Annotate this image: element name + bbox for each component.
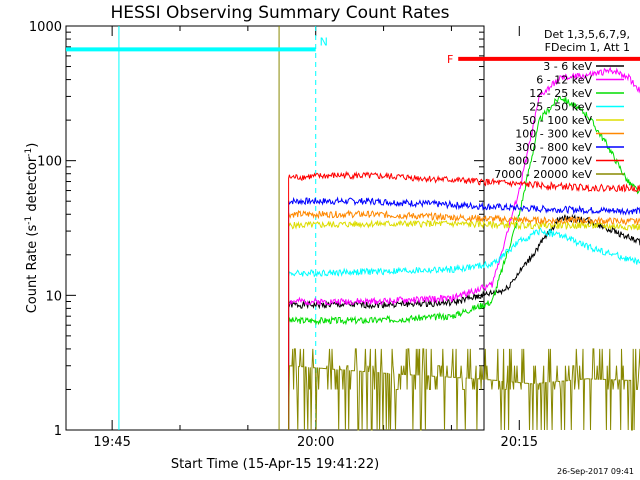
legend-header-line-1: Det 1,3,5,6,7,9, [544, 28, 630, 41]
y-tick-label: 100 [37, 155, 62, 170]
legend-label-100-300-kev: 100 - 300 keV [515, 128, 592, 141]
legend-label-25-50-kev: 25 - 50 keV [529, 101, 592, 114]
x-tick-label: 20:15 [501, 435, 538, 450]
series-800-7000-kev [288, 170, 640, 430]
y-tick-labels: 1 10 100 1000 [29, 20, 62, 439]
legend-label-12-25-kev: 12 - 25 keV [529, 87, 592, 100]
series-6-12-kev [288, 66, 640, 430]
time-markers [118, 26, 317, 430]
y-axis-label-main: Count Rate (s [25, 225, 40, 314]
plot-frame [65, 25, 485, 431]
state-bars: FNS [66, 35, 640, 66]
legend-label-3-6-kev: 3 - 6 keV [543, 60, 592, 73]
series-7000-20000-kev [288, 348, 640, 431]
y-axis-label-end: ) [25, 143, 40, 148]
y-tick-label: 1000 [29, 20, 62, 35]
legend-label-800-7000-kev: 800 - 7000 keV [508, 155, 592, 168]
date-stamp: 26-Sep-2017 09:41 [557, 467, 634, 476]
y-axis-label-sup2: -1 [24, 148, 34, 157]
x-tick-label: 19:45 [93, 435, 130, 450]
legend-label-50-100-kev: 50 - 100 keV [522, 114, 592, 127]
y-axis-label-sup1: -1 [24, 216, 34, 225]
tick-marks [66, 25, 520, 431]
legend-label-7000-20000-kev: 7000 - 20000 keV [494, 168, 592, 181]
state-bar-label: F [447, 53, 453, 66]
legend-label-300-800-kev: 300 - 800 keV [515, 141, 592, 154]
y-axis-label: Count Rate (s-1 detector-1) [24, 143, 40, 314]
legend-label-6-12-kev: 6 - 12 keV [536, 74, 592, 87]
state-bar-label: N [320, 35, 328, 48]
x-tick-label: 20:00 [297, 435, 334, 450]
y-tick-label: 10 [45, 289, 62, 304]
series-12-25-kev [288, 96, 640, 430]
series-100-300-kev [288, 209, 640, 430]
series-lines [288, 66, 640, 431]
series-300-800-kev [288, 196, 640, 430]
x-axis-label: Start Time (15-Apr-15 19:41:22) [171, 457, 379, 472]
legend: Det 1,3,5,6,7,9, FDecim 1, Att 1 3 - 6 k… [494, 28, 630, 181]
legend-header-line-2: FDecim 1, Att 1 [545, 41, 630, 54]
series-50-100-kev [288, 219, 640, 430]
y-tick-label: 1 [54, 424, 62, 439]
chart-title: HESSI Observing Summary Count Rates [110, 3, 449, 23]
series-25-50-kev [288, 227, 640, 430]
y-axis-label-mid: detector [25, 156, 40, 216]
